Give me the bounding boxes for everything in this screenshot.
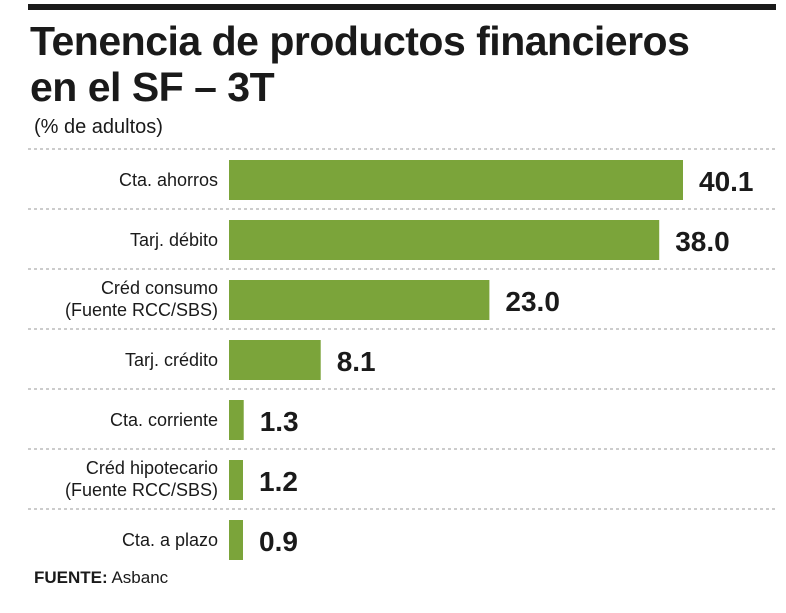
chart-title: Tenencia de productos financieros en el … xyxy=(30,18,690,110)
bar-7 xyxy=(229,520,243,560)
category-label-line: (Fuente RCC/SBS) xyxy=(65,300,218,320)
category-label-3: Créd consumo (Fuente RCC/SBS) xyxy=(65,278,218,320)
value-label-3: 23.0 xyxy=(505,286,560,317)
value-label-4: 8.1 xyxy=(337,346,376,377)
bar-2 xyxy=(229,220,660,260)
value-label-5: 1.3 xyxy=(260,406,299,437)
source-text: Asbanc xyxy=(111,568,169,587)
category-label-line: (Fuente RCC/SBS) xyxy=(65,480,218,500)
bar-1 xyxy=(229,160,683,200)
category-label-2: Tarj. débito xyxy=(130,230,218,250)
category-label-line: Créd consumo xyxy=(101,278,218,298)
chart-title-line-2: en el SF – 3T xyxy=(30,64,275,110)
bar-6 xyxy=(229,460,243,500)
category-label-4: Tarj. crédito xyxy=(125,350,218,370)
chart-subtitle: (% de adultos) xyxy=(34,116,163,138)
bar-5 xyxy=(229,400,244,440)
bar-4 xyxy=(229,340,321,380)
category-label-7: Cta. a plazo xyxy=(122,530,218,550)
top-rule xyxy=(28,4,776,10)
value-label-6: 1.2 xyxy=(259,466,298,497)
value-label-2: 38.0 xyxy=(675,226,730,257)
source-note: FUENTE: Asbanc xyxy=(34,568,168,588)
chart-title-line-1: Tenencia de productos financieros xyxy=(30,18,690,64)
bar-chart: Cta. ahorros 40.1 Tarj. débito 38.0 Créd con… xyxy=(28,148,778,560)
value-label-7: 0.9 xyxy=(259,526,298,557)
category-label-line: Créd hipotecario xyxy=(86,458,218,478)
source-label: FUENTE: xyxy=(34,568,108,587)
category-label-1: Cta. ahorros xyxy=(119,170,218,190)
value-label-1: 40.1 xyxy=(699,166,754,197)
category-label-6: Créd hipotecario (Fuente RCC/SBS) xyxy=(65,458,218,500)
bar-3 xyxy=(229,280,490,320)
category-label-5: Cta. corriente xyxy=(110,410,218,430)
